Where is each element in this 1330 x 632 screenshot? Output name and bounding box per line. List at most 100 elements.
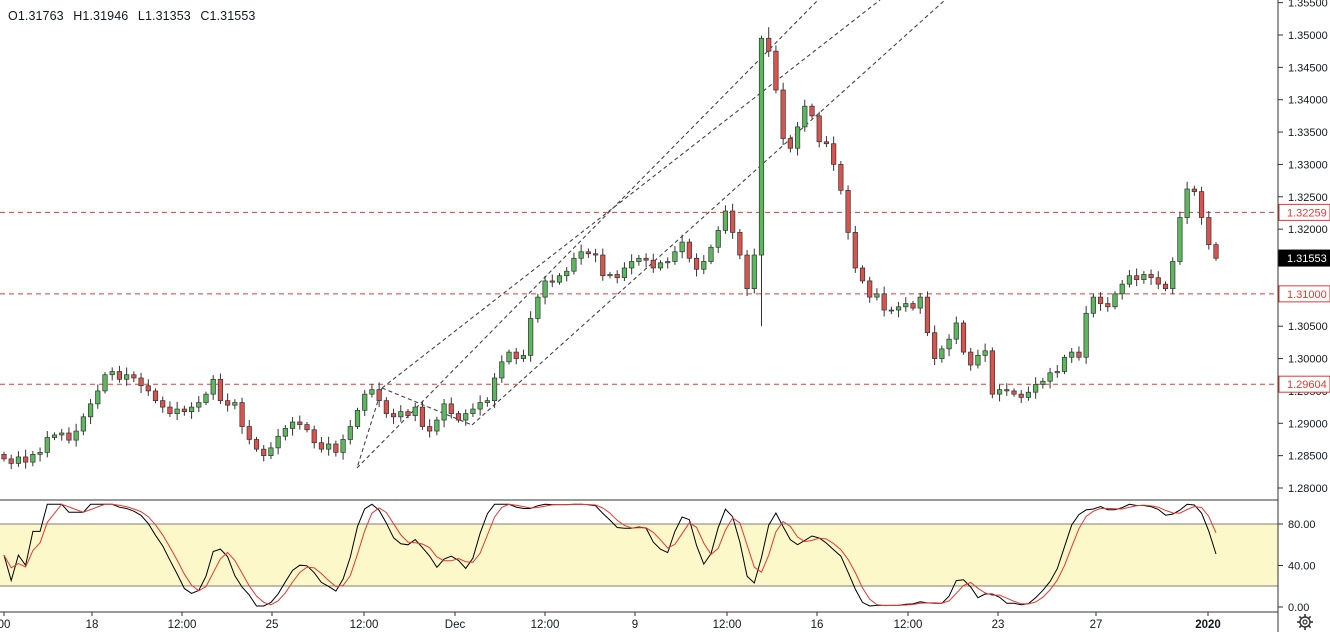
candle-down [787,138,793,149]
candle-up [1126,275,1133,285]
price-tick-label: 1.28000 [1288,483,1328,495]
time-tick-label: Dec [445,619,466,631]
candle-down [1011,390,1017,395]
candle-down [686,241,692,259]
candle-up [1047,372,1053,382]
price-axis[interactable]: 1.35500 1.35000 1.34500 1.34000 1.33500 1.330… [1278,0,1328,495]
candle-down [585,251,591,255]
candle-down [8,458,14,464]
candle-down [152,390,159,401]
candle-up [715,230,721,248]
candle-down [217,378,224,401]
price-tick-label: 1.34000 [1288,95,1328,107]
stoch-d-line [3,503,1217,607]
candle-down [448,403,454,414]
candle-down [592,253,599,256]
candle-up [506,351,512,363]
candle-up [996,389,1003,395]
candle-up [340,439,346,453]
candle-down [910,303,916,309]
candle-down [809,105,815,117]
candle-down [1097,296,1104,304]
candle-down [376,389,382,401]
candle-down [160,400,166,408]
candle-down [780,89,786,139]
candle-up [491,377,498,401]
candle-up [939,348,945,359]
candle-down [181,408,187,412]
stoch-k-line [3,503,1217,607]
time-tick-label: 25 [266,619,279,631]
candle-up [354,409,361,427]
candle-down [831,143,837,165]
candle-up [1040,380,1046,385]
candle-up [1090,296,1096,314]
candle-up [1025,391,1032,398]
candle-down [1134,275,1140,280]
candle-down [643,257,649,261]
time-tick-label: 2020 [1195,619,1221,631]
candle-down [867,280,873,298]
candle-down [333,443,339,453]
time-axis[interactable]: 00 18 12:00 25 12:00 Dec 12:00 9 12:00 16 12:00 23 2… [0,612,1221,631]
candle-up [174,408,180,414]
candle-up [484,400,490,403]
candle-up [794,126,801,149]
candle-down [261,448,267,456]
candle-up [369,389,375,395]
time-tick-label: 12:00 [531,619,560,631]
candle-down [513,351,519,359]
time-tick-label: 12:00 [713,619,742,631]
candle-up [196,402,202,408]
candle-up [282,428,288,437]
candle-down [960,322,967,353]
candle-up [975,354,981,366]
ohlc-close: C1.31553 [200,9,256,23]
time-tick-label: 27 [1090,619,1103,631]
candle-down [1206,217,1212,246]
candle-down [1,453,7,460]
candle-down [116,371,123,380]
parallel-channel[interactable] [356,0,946,469]
price-labels: 1.32259 1.31553 1.31000 1.29604 [1278,203,1330,393]
candle-down [744,254,750,290]
settings-gear-icon[interactable] [1297,614,1313,630]
candle-up [578,251,584,259]
price-tick-label: 1.34500 [1288,62,1328,74]
candle-down [823,141,830,145]
candle-up [1184,188,1190,218]
candle-down [23,456,29,463]
candle-up [109,371,115,376]
candle-down [838,164,844,191]
candle-up [636,257,642,262]
price-label-box-support_mid [1278,285,1330,303]
price-tick-label: 1.33000 [1288,159,1328,171]
time-tick-label: 18 [86,619,99,631]
candle-up [412,406,418,416]
candle-up [362,393,368,411]
candle-up [528,318,534,356]
time-tick-label: 12:00 [894,619,923,631]
stoch-tick-label: 80.00 [1288,519,1316,531]
stoch-tick-label: 40.00 [1288,561,1316,573]
candle-up [1033,384,1039,393]
candle-down [1004,389,1010,392]
channel-line [471,0,946,426]
candle-up [672,251,678,262]
candle-down [845,189,851,233]
candle-up [708,246,714,262]
candle-down [1191,188,1197,192]
candle-down [773,50,779,91]
price-label-last: 1.31553 [1287,253,1327,265]
candle-up [30,453,36,463]
candle-up [44,437,50,453]
candle-up [1061,356,1068,372]
horizontal-levels[interactable] [0,211,1278,385]
candle-up [556,275,563,283]
candle-down [131,374,137,379]
candle-up [398,411,404,418]
candle-down [246,426,252,440]
candle-up [80,416,86,432]
price-tick-label: 1.30000 [1288,354,1328,366]
